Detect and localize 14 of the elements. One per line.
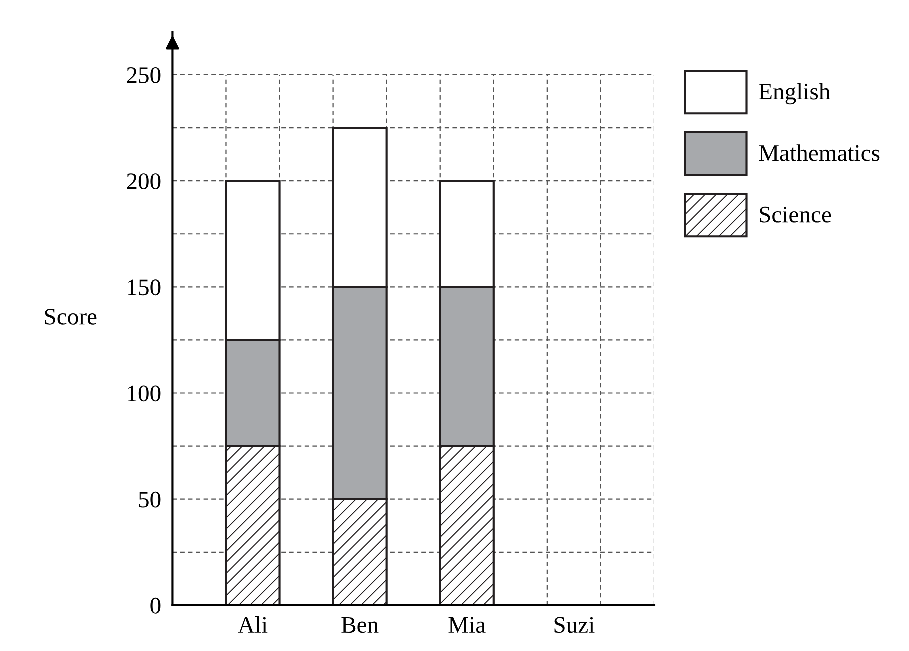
x-tick-label: Suzi [554,617,595,634]
y-tick-label: 150 [128,280,161,296]
y-tick-label: 100 [128,386,161,402]
y-tick-label: 50 [139,492,161,508]
y-tick-label: 0 [150,598,161,614]
x-tick-label: Mia [448,617,486,634]
legend-label: Mathematics [759,144,880,162]
x-tick-label: Ben [342,617,379,634]
legend-label: English [759,83,830,105]
x-tick-label: Ali [238,616,268,633]
y-axis-title: Score [45,309,97,325]
legend-label: Science [760,206,832,223]
y-tick-label: 200 [127,174,161,190]
y-tick-label: 250 [127,67,161,84]
